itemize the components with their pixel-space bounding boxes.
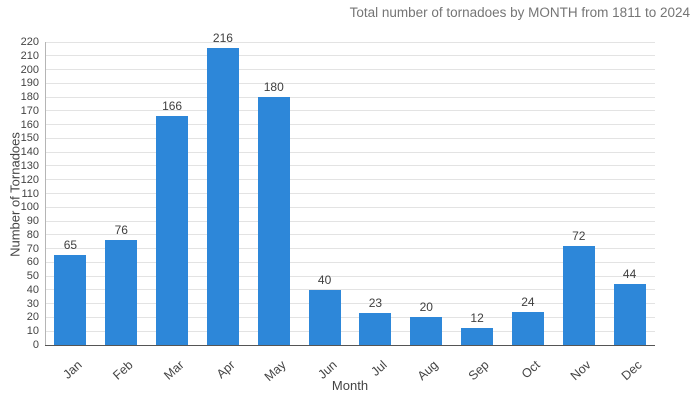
y-tick-label: 160 (20, 118, 39, 131)
gridline (45, 124, 655, 126)
y-tick-label: 170 (20, 104, 39, 117)
gridline (45, 110, 655, 112)
y-axis-line (45, 42, 46, 345)
bar-value-label: 166 (162, 99, 183, 114)
x-tick-label: Dec (618, 357, 645, 384)
bar (308, 289, 341, 345)
y-tick-label: 120 (20, 173, 39, 186)
y-tick-label: 190 (20, 77, 39, 90)
gridline (45, 165, 655, 167)
gridline (45, 151, 655, 153)
bar-value-label: 40 (317, 272, 332, 287)
y-tick-label: 50 (26, 270, 39, 283)
bar (206, 47, 239, 345)
bar-value-label: 180 (263, 80, 284, 95)
gridline (45, 41, 655, 43)
x-axis-line (45, 345, 655, 346)
bar-value-label: 76 (114, 223, 128, 238)
y-tick-label: 70 (26, 242, 39, 255)
y-tick-label: 220 (20, 36, 39, 48)
gridline (45, 289, 655, 291)
x-tick-label: Jan (60, 357, 86, 382)
chart-title: Total number of tornadoes by MONTH from … (349, 5, 690, 20)
gridline (45, 220, 655, 222)
bar (562, 245, 595, 345)
y-tick-label: 80 (26, 228, 39, 241)
y-tick-label: 150 (20, 132, 39, 145)
bar (511, 311, 544, 345)
bar (156, 116, 189, 345)
bar (105, 240, 138, 345)
gridline (45, 303, 655, 305)
y-tick-label: 60 (26, 256, 39, 269)
y-tick-label: 180 (20, 91, 39, 104)
x-tick-label: Apr (213, 357, 238, 382)
gridline (45, 82, 655, 84)
bar-value-label: 72 (572, 228, 586, 243)
gridline (45, 179, 655, 181)
y-tick-label: 30 (26, 297, 39, 310)
y-tick-label: 40 (26, 283, 39, 296)
bar (613, 284, 646, 345)
gridline (45, 316, 655, 318)
y-tick-label: 20 (26, 311, 39, 324)
x-tick-label: Feb (110, 357, 136, 383)
bar (410, 317, 443, 345)
gridline (45, 193, 655, 194)
y-tick-label: 140 (20, 146, 39, 159)
y-tick-label: 110 (21, 187, 39, 200)
x-tick-label: Jul (368, 357, 391, 379)
gridline (45, 55, 655, 57)
gridline (45, 234, 655, 236)
bar-value-label: 20 (419, 300, 433, 315)
bar-value-label: 23 (368, 296, 383, 311)
y-tick-label: 210 (20, 49, 39, 62)
gridline (45, 69, 655, 71)
x-tick-label: Nov (567, 357, 594, 384)
bar (359, 313, 392, 345)
bar (257, 97, 290, 345)
bar-value-label: 12 (470, 311, 484, 326)
gridline (45, 330, 655, 332)
gridline (45, 96, 655, 98)
gridline (45, 206, 655, 208)
y-tick-label: 130 (20, 159, 39, 172)
bar-value-label: 216 (212, 30, 233, 45)
x-tick-label: Sep (465, 357, 492, 384)
y-tick-label: 100 (20, 201, 39, 214)
gridline (45, 137, 655, 139)
bar-value-label: 24 (521, 294, 535, 309)
gridline (45, 261, 655, 263)
gridline (45, 248, 655, 250)
y-tick-label: 0 (32, 339, 39, 351)
y-tick-label: 200 (20, 63, 39, 76)
y-tick-label: 90 (26, 215, 39, 228)
x-tick-label: Oct (518, 357, 543, 382)
x-tick-label: Mar (161, 357, 187, 383)
gridline (45, 275, 655, 277)
x-axis-title: Month (331, 378, 369, 393)
y-tick-label: 10 (26, 325, 39, 338)
bar (54, 255, 87, 345)
bar (461, 328, 494, 345)
bar-value-label: 44 (622, 267, 637, 282)
bar-value-label: 65 (63, 238, 78, 253)
